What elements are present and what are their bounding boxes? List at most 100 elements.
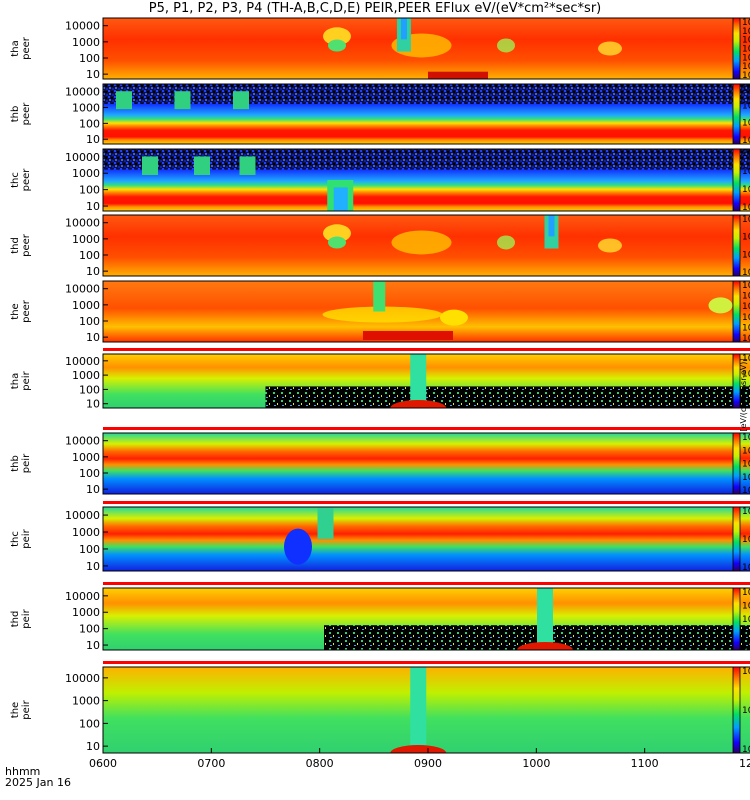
panel-ylabel: thdpeir (10, 608, 32, 628)
panel-ylabel: thapeer (10, 36, 32, 60)
colorbar-tick-label: 10⁶ (742, 167, 750, 177)
panel-thb-peir: 10 100 1000 10000 thbpeir 10⁶ 10⁵ 10⁴ 10³ 10² (10, 427, 750, 496)
region-indicator-bar (103, 582, 750, 585)
spectrogram-image (103, 281, 750, 342)
colorbar (732, 432, 741, 495)
panel-the-peir: 10 100 1000 10000 thepeir 10⁶ 10⁴ 10² (10, 661, 750, 755)
colorbar-tick-label: 10³ (742, 62, 750, 72)
colorbar (732, 506, 741, 572)
colorbar-tick-label: 10² (742, 642, 750, 652)
y-tick-label: 1000 (72, 167, 100, 180)
colorbar-tick-label: 10⁴ (742, 615, 750, 625)
colorbar-tick-label: 10⁸ (742, 84, 750, 94)
colorbar-tick-label: 10² (742, 385, 750, 395)
x-tick-label: 0800 (306, 757, 334, 770)
panel-ylabel-product: peir (21, 699, 32, 719)
colorbar-tick-label: 10⁸ (742, 215, 750, 225)
spectrogram-image (103, 588, 750, 650)
time-axis-label: hhmm 2025 Jan 16 (5, 766, 71, 788)
panel-ylabel: thbpeer (10, 102, 32, 126)
region-indicator-bar (103, 348, 750, 351)
y-tick-label: 100 (79, 467, 100, 480)
colorbar-tick-label: 10⁷ (742, 281, 750, 291)
colorbar-tick-label: 10⁶ (742, 507, 750, 517)
spectrogram-image (103, 149, 750, 211)
panel-ylabel-probe: thb (10, 106, 21, 123)
y-tick-label: 1000 (72, 101, 100, 114)
panel-ylabel-probe: tha (10, 40, 21, 56)
y-tick-label: 1000 (72, 606, 100, 619)
colorbar-tick-label: 10⁴ (742, 706, 750, 716)
panel-ylabel-probe: thd (10, 237, 21, 254)
panel-ylabel: thbpeir (10, 453, 32, 473)
colorbar (732, 666, 741, 754)
panel-ylabel-product: peer (21, 168, 32, 192)
spectrogram-image (103, 354, 750, 408)
y-tick-label: 10 (86, 133, 100, 146)
colorbar-tick-label: 10⁴ (742, 460, 750, 470)
y-tick-label: 10 (86, 740, 100, 753)
colorbar-tick-label: 10³ (742, 323, 750, 333)
y-tick-label: 10 (86, 560, 100, 573)
panel-ylabel-product: peir (21, 528, 32, 548)
panel-thd-peer: 10 100 1000 10000 thdpeer 10⁸ 10⁶ 10⁴ 10² (10, 214, 750, 278)
panel-frame (102, 506, 750, 572)
panel-ylabel-product: peer (21, 299, 32, 323)
colorbar-tick-label: 10⁴ (742, 535, 750, 545)
y-tick-label: 10000 (65, 86, 100, 99)
spectrogram-image (103, 507, 750, 571)
y-tick-label: 10 (86, 331, 100, 344)
panel-ylabel: thapeir (10, 370, 32, 390)
y-tick-label: 10 (86, 68, 100, 81)
y-tick-label: 100 (79, 315, 100, 328)
colorbar-tick-label: 10³ (742, 473, 750, 483)
colorbar-unit-label: [eV/(cm2-s-sr-eV)] (739, 358, 748, 431)
panel-ylabel-probe: the (10, 303, 21, 319)
colorbar-tick-label: 10⁵ (742, 45, 750, 55)
y-tick-label: 100 (79, 52, 100, 65)
y-tick-label: 100 (79, 543, 100, 556)
panel-ylabel-product: peir (21, 370, 32, 390)
y-tick-label: 1000 (72, 233, 100, 246)
y-tick-label: 10000 (65, 355, 100, 368)
colorbar-tick-label: 10⁵ (742, 446, 750, 456)
panel-ylabel-probe: tha (10, 373, 21, 389)
y-tick-label: 1000 (72, 299, 100, 312)
x-tick-label: 0600 (89, 757, 117, 770)
panel-ylabel: thepeir (10, 699, 32, 719)
panel-frame (102, 432, 750, 495)
colorbar-tick-label: 10⁶ (742, 36, 750, 46)
y-tick-label: 10000 (65, 151, 100, 164)
colorbar (732, 587, 741, 651)
colorbar (732, 17, 741, 80)
x-tick-label: 1000 (522, 757, 550, 770)
region-indicator-bar (103, 427, 750, 430)
panel-frame (102, 17, 750, 80)
panel-frame (102, 353, 750, 409)
colorbar-tick-label: 10⁴ (742, 53, 750, 63)
colorbar-tick-label: 10⁸ (742, 18, 750, 28)
panel-thc-peir: 10 100 1000 10000 thcpeir 10⁶ 10⁴ 10² (10, 501, 750, 573)
panel-ylabel-product: peer (21, 233, 32, 257)
panel-thb-peer: 10 100 1000 10000 thbpeer 10⁸ 10⁶ 10⁴ 10² (10, 83, 750, 146)
x-tick-label: 1200 (739, 757, 750, 770)
region-indicator-bar (103, 501, 750, 504)
x-tick-label: 1100 (631, 757, 659, 770)
y-tick-label: 100 (79, 623, 100, 636)
time-axis-label-units: hhmm (5, 765, 41, 778)
panel-ylabel-product: peer (21, 36, 32, 60)
colorbar (732, 214, 741, 277)
colorbar-tick-label: 10² (742, 136, 750, 146)
colorbar-tick-label: 10⁶ (742, 233, 750, 243)
panel-ylabel-probe: the (10, 702, 21, 718)
panel-ylabel-product: peir (21, 608, 32, 628)
panel-thc-peer: 10 100 1000 10000 thcpeer 10⁸ 10⁶ 10⁴ 10² (10, 148, 750, 213)
y-tick-label: 1000 (72, 695, 100, 708)
colorbar-tick-label: 10² (742, 334, 750, 344)
colorbar-tick-label: 10² (742, 563, 750, 573)
y-tick-label: 100 (79, 383, 100, 396)
x-tick-label: 0700 (197, 757, 225, 770)
plot-title: P5, P1, P2, P3, P4 (TH-A,B,C,D,E) PEIR,P… (148, 1, 602, 16)
